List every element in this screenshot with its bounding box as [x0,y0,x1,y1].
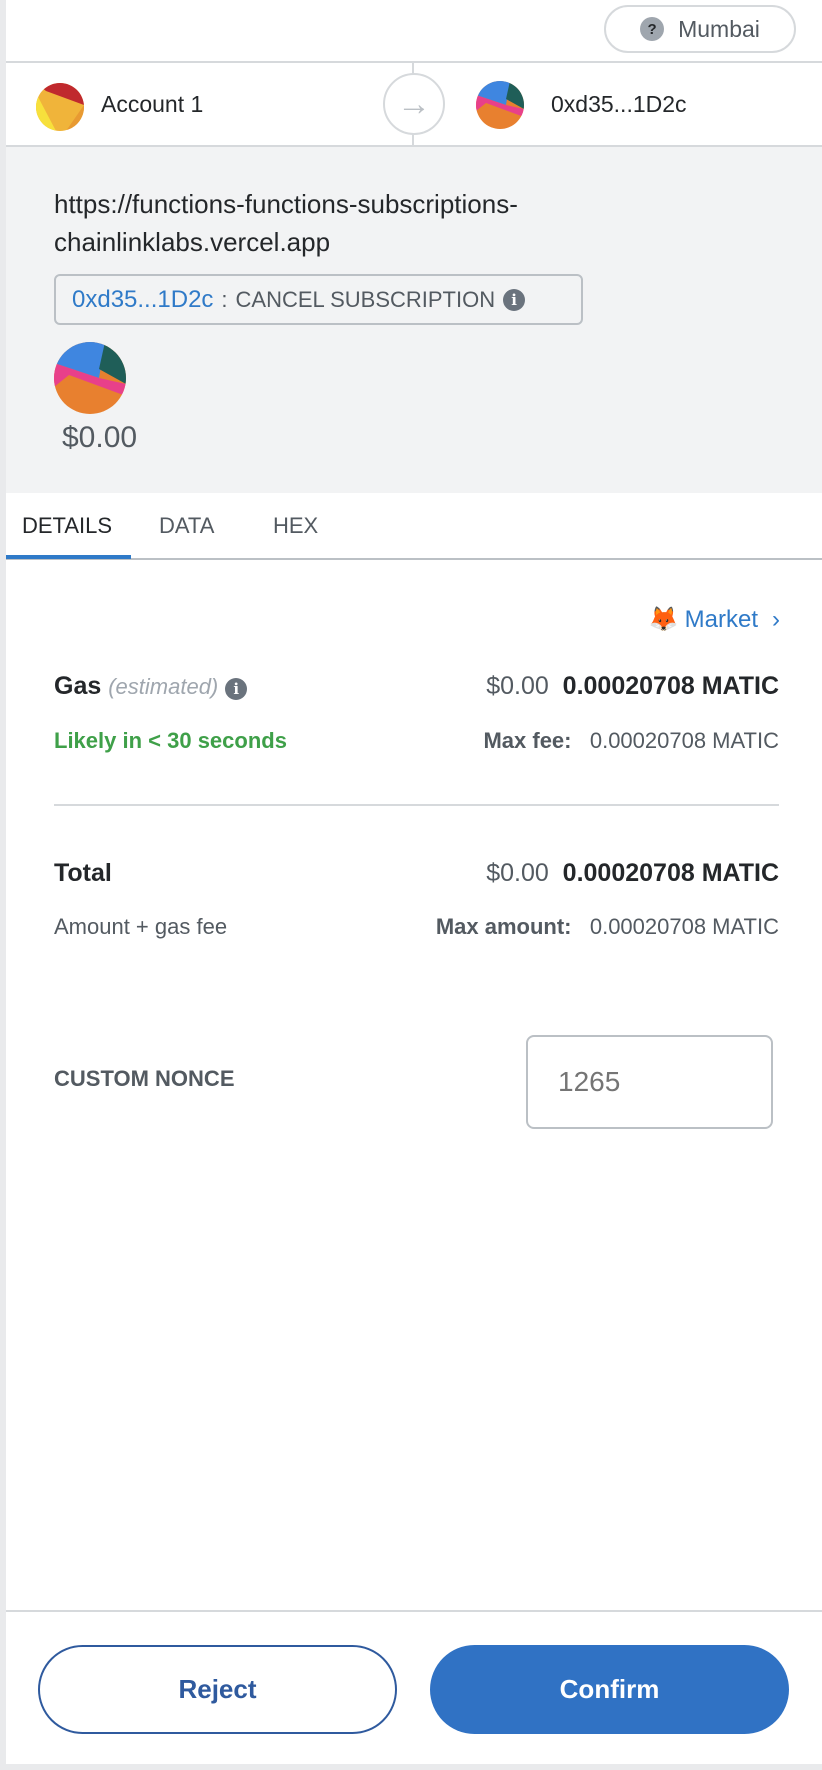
origin-url: https://functions-functions-subscription… [54,185,518,261]
recipient-avatar[interactable] [476,81,524,129]
confirm-button[interactable]: Confirm [430,1645,789,1734]
gas-value-row: $0.00 0.00020708 MATIC [486,672,779,701]
footer-divider [6,1610,822,1612]
max-fee-row: Max fee: 0.00020708 MATIC [483,728,779,754]
separator: : [221,286,228,312]
chevron-right-icon: › [772,605,780,633]
total-fiat: $0.00 [486,859,549,887]
reject-button[interactable]: Reject [38,1645,397,1734]
confirm-transaction-window: ? Mumbai Account 1 → 0xd35...1D2c https:… [6,0,822,1764]
top-bar: ? Mumbai [6,0,822,63]
total-label: Total [54,859,112,887]
fox-icon: 🦊 [648,606,679,633]
question-icon: ? [640,17,665,41]
sender-recipient-row: Account 1 → 0xd35...1D2c [6,63,822,147]
total-value-row: $0.00 0.00020708 MATIC [486,859,779,888]
tab-bar: DETAILS DATA HEX [6,493,822,560]
tab-hex[interactable]: HEX [273,513,319,538]
origin-url-line: chainlinklabs.vercel.app [54,227,331,257]
custom-nonce-label: CUSTOM NONCE [54,1066,235,1091]
tab-data[interactable]: DATA [159,513,215,538]
sender-account-name[interactable]: Account 1 [101,91,204,117]
origin-url-line: https://functions-functions-subscription… [54,189,518,219]
max-amount-label: Max amount: [435,914,572,939]
network-label: Mumbai [678,15,760,42]
gas-label-row: Gas (estimated) i [54,672,248,701]
account-avatar[interactable] [36,83,84,131]
gas-estimated-label: (estimated) [108,674,219,699]
max-amount-row: Max amount: 0.00020708 MATIC [436,914,779,940]
info-icon[interactable]: i [503,288,526,311]
gas-fiat: $0.00 [486,672,549,700]
recipient-address[interactable]: 0xd35...1D2c [551,91,687,117]
method-badge: 0xd35...1D2c : CANCEL SUBSCRIPTION i [54,274,583,325]
arrow-right-icon: → [383,73,445,135]
contract-avatar [54,342,126,414]
info-icon[interactable]: i [225,678,248,700]
max-amount-value: 0.00020708 MATIC [589,914,779,939]
gas-value: 0.00020708 MATIC [562,672,779,700]
transaction-summary: https://functions-functions-subscription… [6,147,822,493]
active-tab-indicator [6,555,131,559]
market-gas-button[interactable]: 🦊 Market › [649,605,780,634]
max-fee-label: Max fee: [483,728,572,753]
divider [54,804,779,806]
total-value: 0.00020708 MATIC [562,859,779,887]
method-name: CANCEL SUBSCRIPTION [235,286,496,312]
market-label: Market [684,605,758,633]
gas-label: Gas [54,672,102,700]
max-fee-value: 0.00020708 MATIC [589,728,779,753]
custom-nonce-input[interactable] [526,1035,773,1129]
tab-details[interactable]: DETAILS [22,513,113,538]
network-selector[interactable]: ? Mumbai [604,5,796,53]
contract-address-link[interactable]: 0xd35...1D2c [72,285,214,313]
gas-timing: Likely in < 30 seconds [54,728,287,753]
total-subtitle: Amount + gas fee [54,914,228,939]
transaction-amount: $0.00 [62,421,138,454]
